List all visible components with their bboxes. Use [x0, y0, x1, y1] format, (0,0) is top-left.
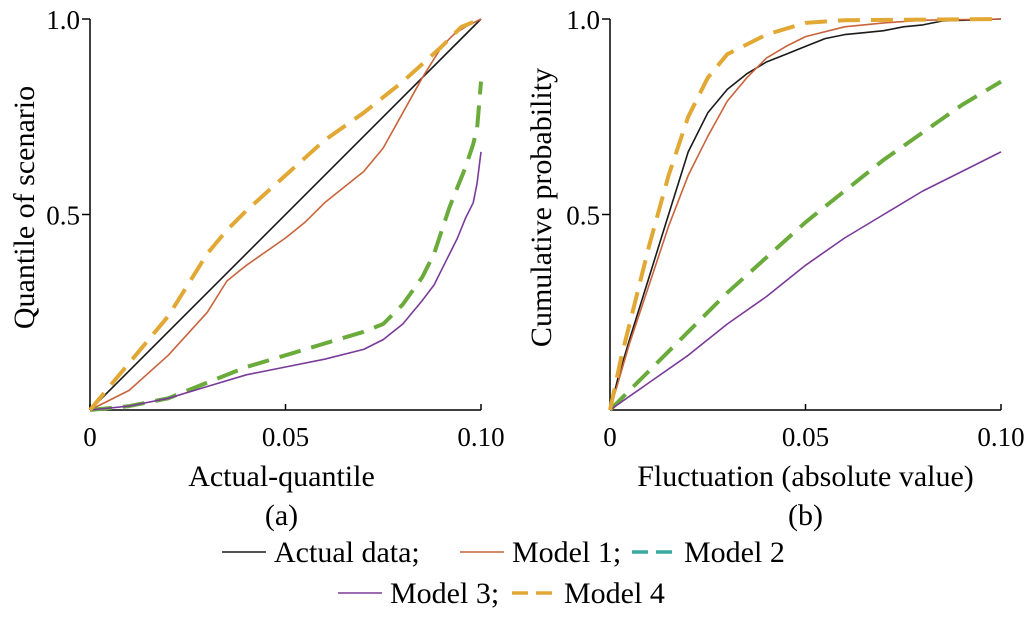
panel-label: (b) — [788, 499, 823, 532]
x-tick-label: 0.05 — [782, 422, 829, 452]
legend: Actual data; Model 1; Model 2 Model 3; Model… — [222, 536, 785, 610]
x-axis-label: Actual-quantile — [188, 460, 375, 493]
y-tick-label: 0.5 — [46, 201, 80, 231]
series-line-model3 — [89, 151, 482, 411]
series-line-model3 — [609, 151, 1002, 411]
x-tick-label: 0 — [603, 422, 617, 452]
panel-label: (a) — [265, 499, 298, 532]
x-tick-label: 0 — [83, 422, 97, 452]
legend-label-model2: Model 2 — [684, 536, 785, 569]
series-line-model4 — [88, 17, 482, 412]
series-line-model4 — [608, 17, 1002, 411]
chart-panel-a: 0.5 1.0 0 0.05 0.10 Actual-quantile Quantile o… — [8, 5, 505, 532]
y-tick-label: 1.0 — [566, 5, 600, 35]
y-tick-label: 1.0 — [46, 5, 80, 35]
series-line-model2 — [89, 81, 483, 412]
y-axis-label: Quantile of scenario — [8, 86, 41, 329]
x-tick-label: 0.05 — [262, 422, 309, 452]
x-tick-label: 0.10 — [457, 422, 504, 452]
legend-label-model4: Model 4 — [564, 577, 665, 610]
y-axis-label: Cumulative probability — [525, 68, 558, 347]
legend-label-model1: Model 1; — [512, 536, 621, 569]
legend-label-actual: Actual data; — [274, 536, 420, 569]
series-line-model1 — [609, 18, 1002, 411]
series-line-model2 — [608, 79, 1003, 412]
series-line-actual — [609, 18, 1002, 411]
legend-label-model3: Model 3; — [390, 577, 499, 610]
x-tick-label: 0.10 — [977, 422, 1024, 452]
series-line-actual — [89, 18, 482, 411]
y-tick-label: 0.5 — [566, 201, 600, 231]
x-axis-label: Fluctuation (absolute value) — [637, 460, 974, 493]
